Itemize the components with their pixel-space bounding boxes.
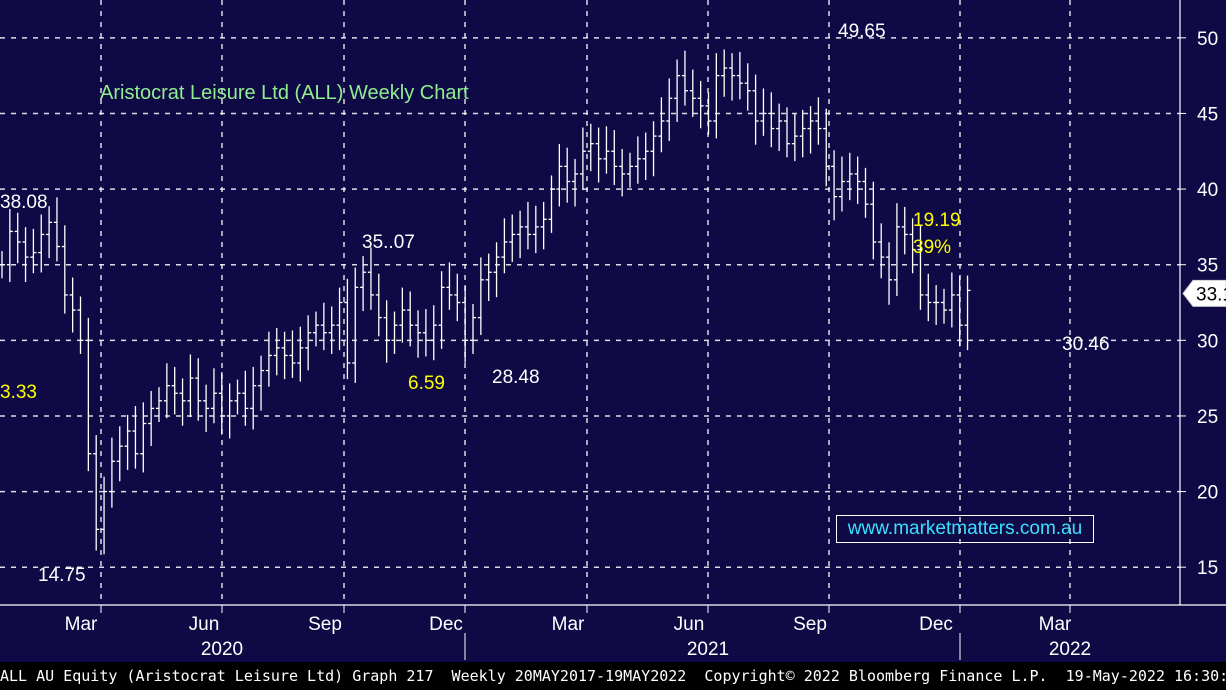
annotation-label: 38.08 (0, 192, 48, 213)
price-chart: 15 20 25 30 35 40 45 50 Mar Jun Sep Dec Mar Jun Sep Dec… (0, 0, 1226, 660)
current-price-tag (1182, 279, 1226, 307)
x-tick-label: Dec (919, 614, 953, 635)
y-tick-label: 15 (1197, 558, 1218, 579)
chart-title: Aristocrat Leisure Ltd (ALL) Weekly Char… (100, 82, 469, 104)
annotation-label: 30.46 (1062, 334, 1110, 355)
x-tick-label: Sep (793, 614, 827, 635)
y-tick-label: 50 (1197, 29, 1218, 50)
year-label: 2022 (1049, 639, 1091, 660)
annotation-label: 49.65 (838, 21, 886, 42)
x-tick-label: Dec (429, 614, 463, 635)
x-tick-label: Jun (189, 614, 220, 635)
annotation-label: 28.48 (492, 367, 540, 388)
annotation-label: 19.19 (913, 210, 961, 231)
annotation-label: 3.33 (0, 382, 37, 403)
x-tick-label: Mar (552, 614, 585, 635)
annotation-label: 35..07 (362, 232, 415, 253)
y-tick-label: 45 (1197, 104, 1218, 125)
annotation-label: 39% (913, 237, 951, 258)
watermark-link[interactable]: www.marketmatters.com.au (836, 515, 1094, 543)
y-tick-label: 40 (1197, 180, 1218, 201)
x-tick-label: Mar (65, 614, 98, 635)
x-tick-label: Sep (308, 614, 342, 635)
x-tick-label: Mar (1039, 614, 1072, 635)
year-label: 2020 (201, 639, 243, 660)
y-tick-label: 35 (1197, 256, 1218, 277)
annotation-label: 6.59 (408, 373, 445, 394)
current-price-label: 33.1 (1196, 284, 1226, 305)
y-tick-label: 20 (1197, 483, 1218, 504)
footer-bar: ALL AU Equity (Aristocrat Leisure Ltd) G… (0, 662, 1226, 690)
year-label: 2021 (687, 639, 729, 660)
y-tick-label: 25 (1197, 407, 1218, 428)
x-tick-label: Jun (674, 614, 705, 635)
annotation-label: 14.75 (38, 565, 86, 586)
y-tick-label: 30 (1197, 331, 1218, 352)
